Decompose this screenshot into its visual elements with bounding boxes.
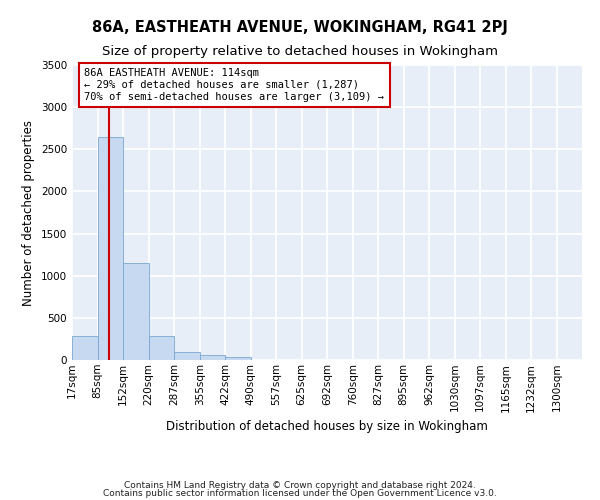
X-axis label: Distribution of detached houses by size in Wokingham: Distribution of detached houses by size … <box>166 420 488 433</box>
Bar <box>200 355 225 360</box>
Text: Contains HM Land Registry data © Crown copyright and database right 2024.: Contains HM Land Registry data © Crown c… <box>124 481 476 490</box>
Y-axis label: Number of detached properties: Number of detached properties <box>22 120 35 306</box>
Bar <box>149 336 174 360</box>
Text: 86A EASTHEATH AVENUE: 114sqm
← 29% of detached houses are smaller (1,287)
70% of: 86A EASTHEATH AVENUE: 114sqm ← 29% of de… <box>85 68 385 102</box>
Bar <box>174 352 200 360</box>
Bar <box>98 138 123 360</box>
Text: 86A, EASTHEATH AVENUE, WOKINGHAM, RG41 2PJ: 86A, EASTHEATH AVENUE, WOKINGHAM, RG41 2… <box>92 20 508 35</box>
Bar <box>225 357 251 360</box>
Text: Size of property relative to detached houses in Wokingham: Size of property relative to detached ho… <box>102 45 498 58</box>
Bar <box>123 263 149 360</box>
Text: Contains public sector information licensed under the Open Government Licence v3: Contains public sector information licen… <box>103 488 497 498</box>
Bar <box>72 336 98 360</box>
